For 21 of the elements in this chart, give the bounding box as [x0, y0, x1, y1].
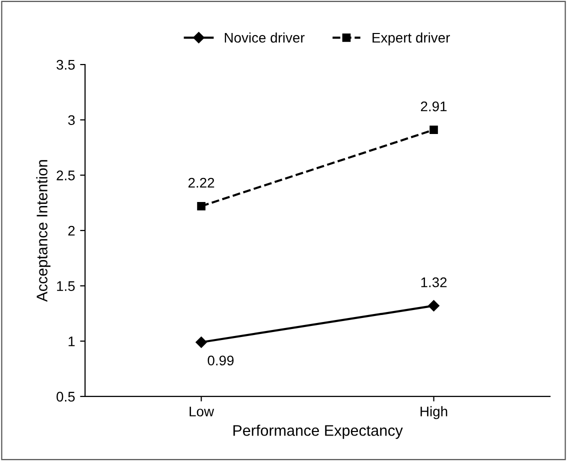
point — [196, 336, 207, 348]
point — [428, 300, 440, 312]
y-tick-label: 1 — [68, 336, 75, 346]
y-tick-label: 3.5 — [56, 60, 75, 70]
y-tick-label: 1.5 — [57, 281, 75, 291]
point — [197, 202, 206, 210]
legend-label: Expert driver — [372, 32, 450, 46]
point — [430, 126, 438, 134]
x-tick-label: Low — [190, 406, 214, 416]
y-tick-label: 0.5 — [56, 392, 75, 402]
x-tick-label: High — [420, 406, 448, 420]
y-tick-label: 2 — [68, 226, 75, 236]
data-label: 1.32 — [421, 277, 447, 288]
data-label: 0.99 — [208, 356, 234, 366]
data-label: 2.91 — [420, 101, 447, 112]
legend-label: Novice driver — [224, 32, 305, 43]
x-axis-title: Performance Expectancy — [233, 424, 403, 439]
y-tick-label: 2.5 — [56, 170, 75, 180]
y-tick-label: 3 — [68, 115, 75, 126]
data-label: 2.22 — [188, 178, 214, 188]
y-axis-title: Acceptance Intention — [36, 160, 50, 302]
